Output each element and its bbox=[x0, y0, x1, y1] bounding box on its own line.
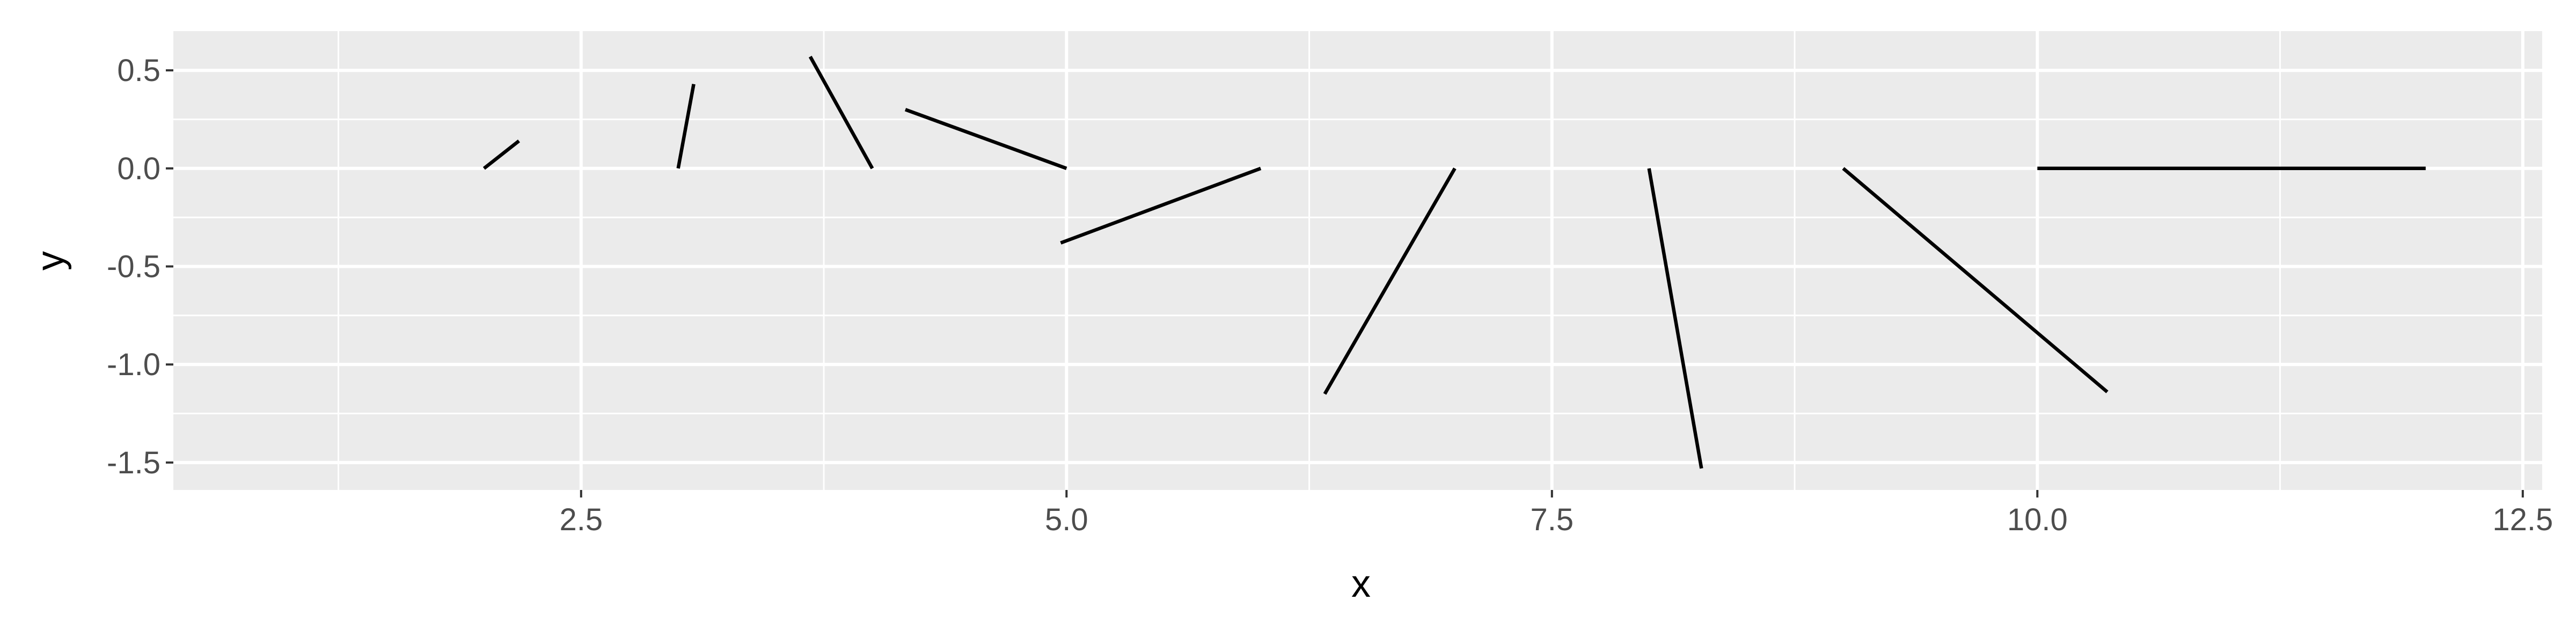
y-axis-title: y bbox=[29, 251, 72, 270]
segment-2 bbox=[676, 84, 696, 169]
plot-panel bbox=[173, 31, 2542, 490]
segment-1 bbox=[482, 140, 521, 170]
y-tick-label: 0.0 bbox=[117, 151, 160, 186]
segment-4 bbox=[904, 108, 1067, 170]
y-tick-label: -1.0 bbox=[107, 347, 160, 382]
x-tick-label: 7.5 bbox=[1530, 502, 1574, 537]
x-tick-label: 2.5 bbox=[559, 502, 603, 537]
segment-5 bbox=[1060, 166, 1262, 245]
x-tick-label: 10.0 bbox=[2007, 502, 2068, 537]
segment-3 bbox=[808, 55, 874, 170]
y-tick-label: 0.5 bbox=[117, 53, 160, 88]
segments-layer bbox=[482, 55, 2426, 469]
segment-8 bbox=[1842, 167, 2109, 393]
y-axis-ticks: 0.5 0.0 -0.5 -1.0 -1.5 bbox=[107, 53, 173, 480]
x-axis-title: x bbox=[1351, 562, 1371, 605]
major-grid bbox=[173, 31, 2542, 490]
segment-6 bbox=[1323, 167, 1457, 395]
segment-7 bbox=[1647, 168, 1703, 469]
x-tick-label: 5.0 bbox=[1045, 502, 1088, 537]
x-axis-ticks: 2.5 5.0 7.5 10.0 12.5 bbox=[559, 490, 2553, 537]
minor-grid bbox=[173, 31, 2542, 490]
y-tick-label: -1.5 bbox=[107, 445, 160, 480]
x-tick-label: 12.5 bbox=[2492, 502, 2553, 537]
y-tick-label: -0.5 bbox=[107, 249, 160, 284]
